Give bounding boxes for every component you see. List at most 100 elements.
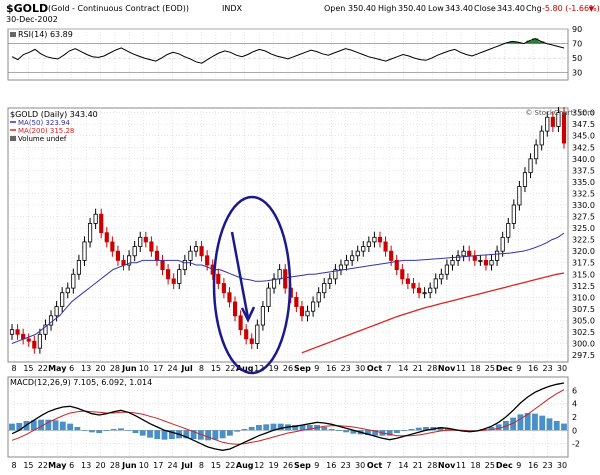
ma50-line (11, 232, 565, 344)
name-text: (Gold - Continuous Contract (EOD)) (48, 4, 189, 13)
date-text: 30-Dec-2002 (6, 15, 58, 24)
x-tick-label: 11 (456, 461, 466, 470)
x-tick-label: Aug (236, 461, 254, 470)
x-tick-label: 7 (386, 461, 391, 470)
x-tick-label: 17 (153, 461, 163, 470)
low-label: Low (428, 4, 444, 13)
candle-body (550, 116, 555, 127)
candle-body (182, 259, 187, 271)
candle-body (444, 264, 449, 275)
macd-histogram-bar (234, 430, 241, 432)
rsi-line (11, 37, 565, 64)
candle-body (188, 250, 193, 261)
x-tick-label: 30 (355, 461, 365, 470)
x-tick-label: 23 (341, 364, 351, 373)
x-tick-label: Jun (121, 461, 137, 470)
rsi-fill-segment (509, 41, 516, 44)
macd-histogram-bar (30, 420, 37, 431)
macd-histogram-bar (423, 427, 429, 431)
price-tick-label: 300.0 (572, 340, 595, 349)
candle-body (37, 333, 42, 349)
chg-label: Chg (526, 4, 542, 13)
price-tick-label: 335.0 (572, 178, 595, 187)
candle-body (489, 259, 494, 266)
x-tick-label: 21 (413, 364, 423, 373)
macd-histogram-bar (306, 425, 313, 431)
candle-body (316, 292, 321, 303)
price-tick-label: 315.0 (572, 270, 595, 279)
x-tick-label: 21 (413, 461, 423, 470)
macd-histogram (9, 413, 567, 441)
macd-histogram-bar (495, 424, 502, 431)
macd-histogram-bar (96, 430, 103, 433)
candle-body (82, 241, 87, 261)
candle-body (149, 241, 154, 252)
candle-body (333, 269, 338, 280)
candle-body (232, 301, 238, 317)
rsi-tick-label: 90 (572, 25, 582, 34)
candle-body (305, 310, 310, 317)
candle-body (422, 292, 427, 295)
volume-legend-text: Volume undef (18, 135, 67, 143)
x-tick-label: 12 (254, 364, 264, 373)
chart-header: $GOLD (Gold - Continuous Contract (EOD))… (6, 2, 600, 24)
macd-histogram-bar (270, 423, 277, 431)
x-tick-label: 26 (283, 364, 293, 373)
x-tick-label: 15 (23, 461, 33, 470)
candle-body (283, 269, 288, 289)
macd-histogram-bar (488, 427, 495, 431)
macd-histogram-bar (328, 429, 335, 431)
macd-histogram-bar (205, 430, 212, 441)
candle-body (495, 250, 500, 261)
macd-histogram-bar (502, 421, 509, 431)
x-tick-label: 22 (38, 364, 48, 373)
candle-body (177, 269, 182, 284)
annotation-arrowhead-icon (240, 306, 256, 323)
candle-body (299, 306, 305, 317)
candle-body (517, 186, 522, 206)
macd-tick-label: 2 (572, 413, 577, 422)
x-tick-label: Aug (236, 364, 254, 373)
price-tick-label: 302.5 (572, 328, 595, 337)
macd-histogram-bar (532, 413, 538, 431)
candle-body (433, 278, 438, 289)
candle-body (238, 315, 243, 331)
macd-tick-label: -2 (572, 440, 580, 449)
candle-body (539, 130, 544, 146)
candle-body (500, 236, 505, 252)
x-tick-label: Dec (496, 364, 513, 373)
candle-body (556, 112, 561, 127)
candle-body (32, 340, 37, 349)
macd-histogram-bar (168, 430, 175, 439)
macd-histogram-bar (45, 419, 52, 431)
price-tick-label: 347.5 (572, 120, 595, 129)
price-tick-label: 340.0 (572, 155, 595, 164)
candle-body (260, 306, 265, 326)
candle-body (400, 269, 405, 280)
candle-body (311, 301, 316, 312)
candle-body (9, 329, 15, 335)
macd-histogram-bar (321, 427, 328, 431)
rsi-legend: RSI(14) 63.89 (10, 30, 73, 39)
candle-body (216, 273, 221, 284)
price-tick-label: 312.5 (572, 282, 595, 291)
x-tick-label: 19 (268, 364, 278, 373)
candle-body (93, 213, 98, 224)
price-tick-label: 297.5 (572, 351, 595, 360)
candle-body (467, 250, 472, 257)
ma200-line (301, 272, 565, 354)
macd-histogram-bar (561, 423, 567, 431)
x-tick-label: 8 (11, 461, 16, 470)
x-tick-label: 10 (139, 364, 149, 373)
x-tick-label: Oct (367, 364, 383, 373)
candle-body (127, 255, 132, 266)
macd-histogram-bar (190, 430, 197, 439)
candle-body (361, 246, 366, 252)
x-tick-label: 16 (528, 461, 538, 470)
macd-histogram-bar (88, 430, 95, 433)
candle-body (355, 250, 360, 257)
x-tick-label: 28 (110, 364, 120, 373)
macd-histogram-bar (74, 427, 81, 431)
x-tick-label: 15 (211, 461, 221, 470)
x-tick-label: 13 (81, 461, 91, 470)
